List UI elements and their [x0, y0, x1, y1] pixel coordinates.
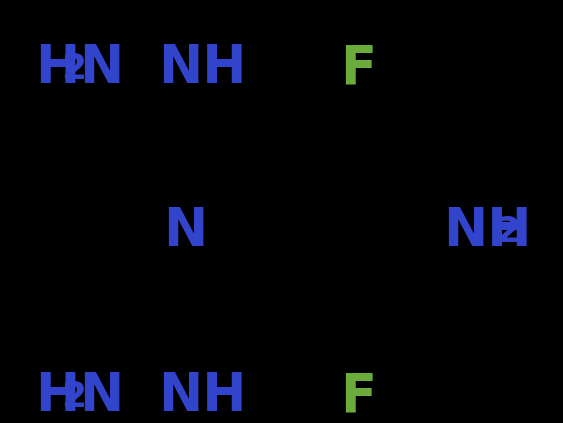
Text: H: H: [35, 42, 79, 94]
Text: N: N: [163, 205, 207, 257]
Text: F: F: [340, 370, 376, 422]
Text: N: N: [79, 370, 123, 422]
Text: 2: 2: [61, 52, 86, 86]
Text: 2: 2: [61, 380, 86, 414]
Text: NH: NH: [158, 370, 247, 422]
Text: NH: NH: [443, 205, 531, 257]
Text: 2: 2: [495, 215, 520, 249]
Text: N: N: [79, 42, 123, 94]
Text: NH: NH: [158, 42, 247, 94]
Text: H: H: [35, 370, 79, 422]
Text: F: F: [340, 42, 376, 94]
